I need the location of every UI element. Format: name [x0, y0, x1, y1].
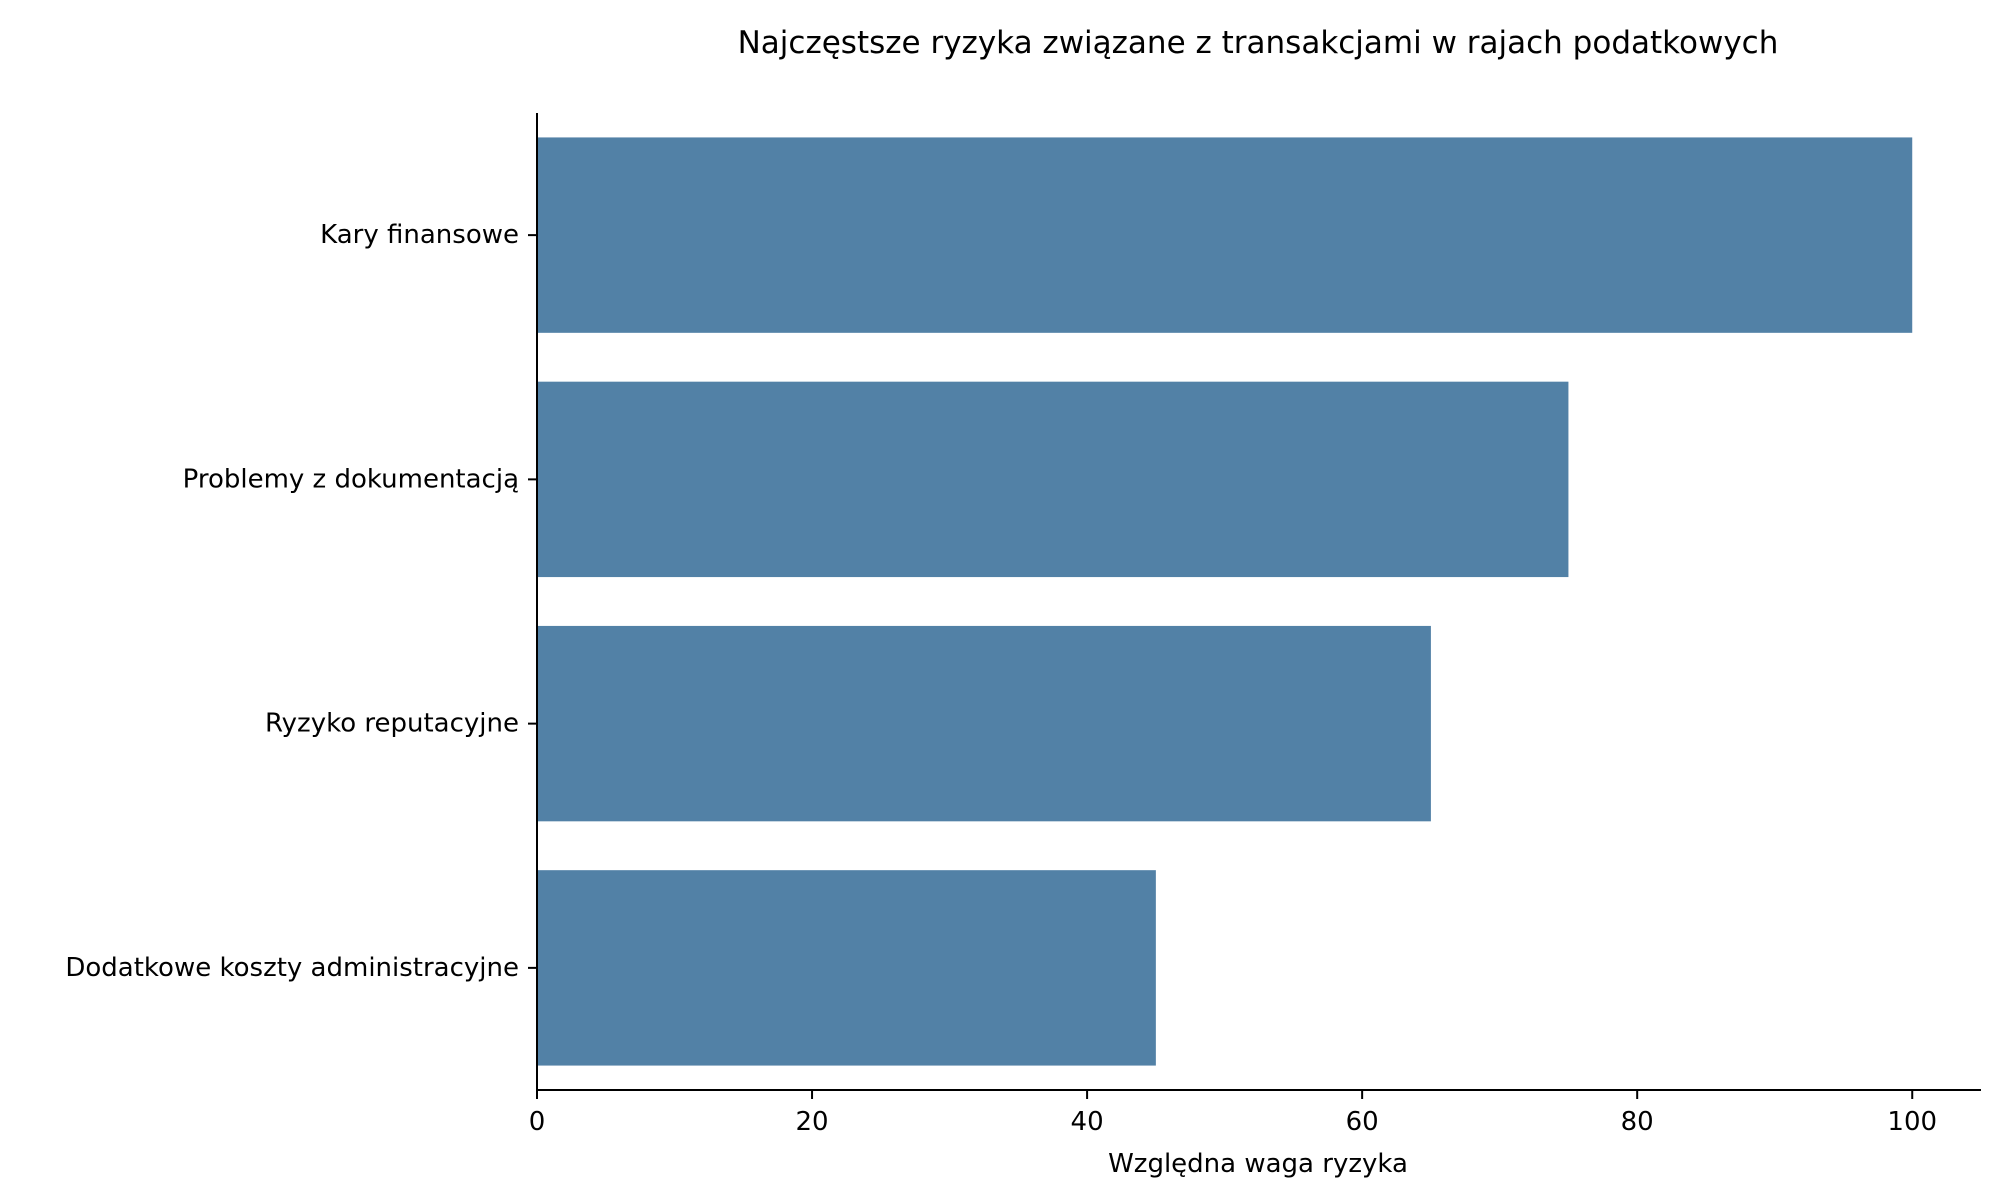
x-tick-label: 0 [529, 1107, 546, 1137]
x-tick-label: 80 [1621, 1107, 1654, 1137]
y-tick-label: Problemy z dokumentacją [183, 464, 519, 494]
x-tick-label: 40 [1071, 1107, 1104, 1137]
x-axis-ticks: 0 20 40 60 80 100 [529, 1090, 1937, 1137]
bar [537, 381, 1569, 578]
bars-layer [537, 137, 1913, 1066]
y-tick-label: Dodatkowe koszty administracyjne [65, 953, 519, 983]
y-tick-label: Kary finansowe [320, 220, 519, 250]
y-tick-label: Ryzyko reputacyjne [265, 709, 519, 739]
chart-title: Najczęstsze ryzyka związane z transakcja… [738, 25, 1779, 61]
x-tick-label: 100 [1887, 1107, 1937, 1137]
y-axis-ticks: Kary finansowe Problemy z dokumentacją Ryz… [65, 220, 537, 983]
bar [537, 870, 1156, 1066]
x-tick-label: 20 [796, 1107, 829, 1137]
bar [537, 625, 1431, 822]
bar [537, 137, 1913, 333]
x-axis-label: Względna waga ryzyka [1108, 1149, 1408, 1179]
x-tick-label: 60 [1346, 1107, 1379, 1137]
